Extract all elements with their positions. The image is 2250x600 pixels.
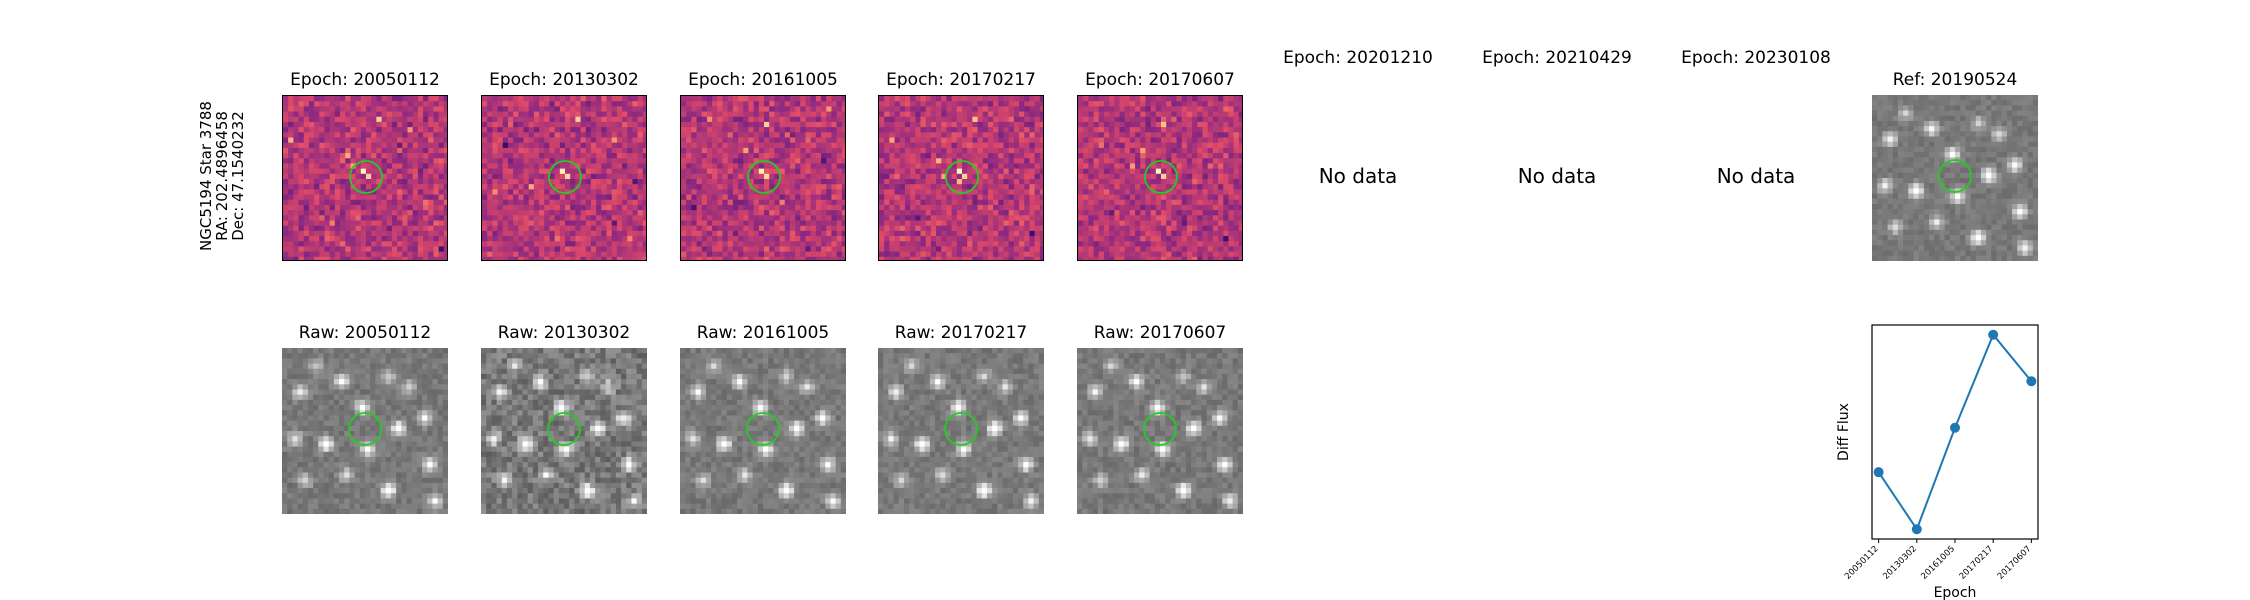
- diff-title-6: Epoch: 20201210: [1283, 48, 1433, 68]
- raw-image-3: [680, 348, 846, 514]
- raw-title-2: Raw: 20130302: [497, 323, 631, 343]
- target-circle: [747, 160, 781, 194]
- diff-title-4: Epoch: 20170217: [886, 70, 1036, 90]
- diff-title-2: Epoch: 20130302: [489, 70, 639, 90]
- target-circle: [1938, 159, 1972, 193]
- target-circle: [746, 412, 780, 446]
- raw-title-4: Raw: 20170217: [894, 323, 1028, 343]
- diff-title-8: Epoch: 20230108: [1681, 48, 1831, 68]
- ref-title: Ref: 20190524: [1892, 70, 2018, 90]
- reference-image: [1872, 95, 2038, 261]
- target-ra: RA: 202.4896458: [213, 111, 231, 241]
- target-circle: [1143, 412, 1177, 446]
- raw-image-5: [1077, 348, 1243, 514]
- data-point-4: [1988, 329, 1999, 340]
- x-tick-label-5: 20170607: [1996, 544, 2034, 582]
- target-name: NGC5194 Star 3788: [197, 101, 215, 251]
- target-circle: [944, 412, 978, 446]
- diff-title-7: Epoch: 20210429: [1482, 48, 1632, 68]
- data-point-2: [1911, 524, 1922, 535]
- no-data-label-7: No data: [1517, 164, 1597, 188]
- raw-image-4: [878, 348, 1044, 514]
- raw-title-5: Raw: 20170607: [1093, 323, 1227, 343]
- x-axis-label: Epoch: [1934, 585, 1977, 600]
- target-circle: [547, 412, 581, 446]
- diff-title-1: Epoch: 20050112: [290, 70, 440, 90]
- raw-title-1: Raw: 20050112: [298, 323, 432, 343]
- light-curve-chart: 20050112 20130302 20161005 20170217 20170607…: [1836, 324, 2039, 600]
- data-point-5: [2026, 376, 2037, 387]
- target-dec: Dec: 47.1540232: [229, 111, 247, 241]
- data-point-3: [1950, 422, 1960, 433]
- diff-image-5: [1077, 95, 1243, 261]
- target-circle: [1144, 160, 1178, 194]
- target-circle: [548, 160, 582, 194]
- raw-image-1: [282, 348, 448, 514]
- raw-image-2: [481, 348, 647, 514]
- target-circle: [349, 160, 383, 194]
- diff-image-2: [481, 95, 647, 261]
- no-data-label-8: No data: [1716, 164, 1796, 188]
- diff-image-3: [680, 95, 846, 261]
- x-tick-label-4: 20170217: [1958, 544, 1996, 582]
- no-data-label-6: No data: [1318, 164, 1398, 188]
- diff-image-4: [878, 95, 1044, 261]
- diff-image-1: [282, 95, 448, 261]
- x-tick-label-1: 20050112: [1843, 544, 1881, 582]
- data-point-1: [1873, 467, 1884, 478]
- x-tick-label-3: 20161005: [1919, 544, 1957, 582]
- target-circle: [945, 160, 979, 194]
- raw-title-3: Raw: 20161005: [696, 323, 830, 343]
- y-axis-label: Diff Flux: [1836, 403, 1852, 461]
- target-circle: [348, 412, 382, 446]
- diff-title-3: Epoch: 20161005: [688, 70, 838, 90]
- x-tick-label-2: 20130302: [1881, 544, 1919, 582]
- diff-title-5: Epoch: 20170607: [1085, 70, 1235, 90]
